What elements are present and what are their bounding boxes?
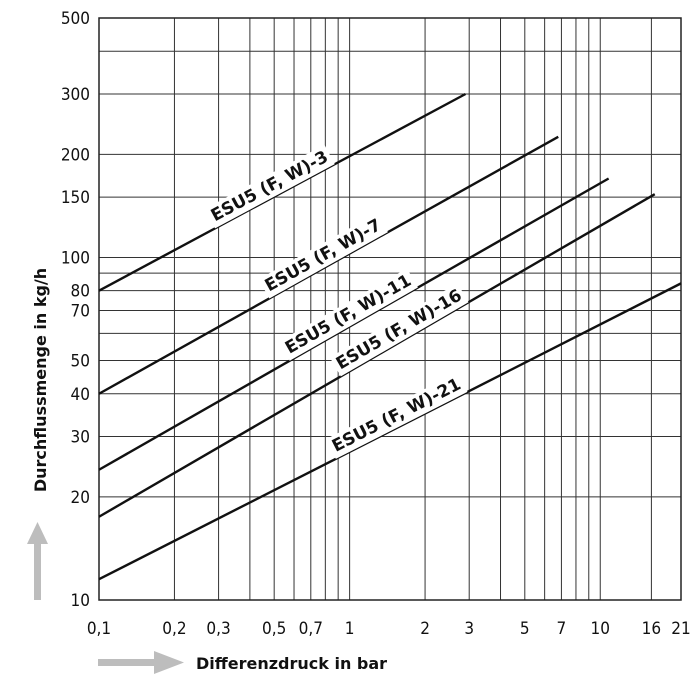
series-label: ESU5 (F, W)-7 xyxy=(258,212,388,299)
y-tick-label: 300 xyxy=(61,85,90,105)
y-tick-label: 20 xyxy=(71,488,90,508)
x-tick-label: 0,7 xyxy=(299,619,323,639)
x-tick-label: 3 xyxy=(464,619,474,639)
series-label-text: ESU5 (F, W)-7 xyxy=(262,215,385,296)
x-tick-label: 21 xyxy=(671,619,690,639)
plot-frame xyxy=(98,17,682,601)
series-label-text: ESU5 (F, W)-3 xyxy=(208,147,332,226)
y-tick-label: 30 xyxy=(71,428,90,448)
x-axis-arrow xyxy=(98,651,184,674)
series-label-background xyxy=(278,268,418,361)
series-label: ESU5 (F, W)-21 xyxy=(325,372,468,459)
x-tick-label: 2 xyxy=(420,619,430,639)
y-tick-label: 100 xyxy=(61,248,90,268)
x-axis-title: Differenzdruck in bar xyxy=(196,654,387,673)
x-tick-label: 5 xyxy=(520,619,530,639)
x-tick-label: 10 xyxy=(591,619,610,639)
y-tick-label: 70 xyxy=(71,302,90,322)
x-tick-labels: 0,1 0,2 0,3 0,5 0,7 1 2 3 5 7 10 16 21 xyxy=(87,619,691,639)
x-tick-label: 0,5 xyxy=(262,619,286,639)
y-axis-arrow xyxy=(27,522,48,600)
y-tick-label: 150 xyxy=(61,188,90,208)
series-label-background xyxy=(204,144,335,229)
series-label-background xyxy=(329,283,469,377)
y-axis-title: Durchflussmenge in kg/h xyxy=(31,268,50,492)
x-tick-label: 0,1 xyxy=(87,619,111,639)
y-tick-label: 10 xyxy=(71,591,90,611)
y-tick-label: 500 xyxy=(61,9,90,29)
y-tick-label: 200 xyxy=(61,145,90,165)
x-tick-label: 7 xyxy=(557,619,567,639)
y-tick-label: 80 xyxy=(71,282,90,302)
x-tick-label: 0,3 xyxy=(206,619,230,639)
series-label-background xyxy=(325,372,468,459)
y-tick-label: 50 xyxy=(71,352,90,372)
x-tick-label: 0,2 xyxy=(162,619,186,639)
y-tick-label: 40 xyxy=(71,385,90,405)
x-tick-label: 16 xyxy=(642,619,661,639)
series-label: ESU5 (F, W)-3 xyxy=(204,144,335,229)
series-line xyxy=(98,282,682,581)
grid xyxy=(98,17,682,601)
series-label-background xyxy=(258,212,388,299)
x-tick-label: 1 xyxy=(345,619,355,639)
series-line xyxy=(98,92,467,292)
